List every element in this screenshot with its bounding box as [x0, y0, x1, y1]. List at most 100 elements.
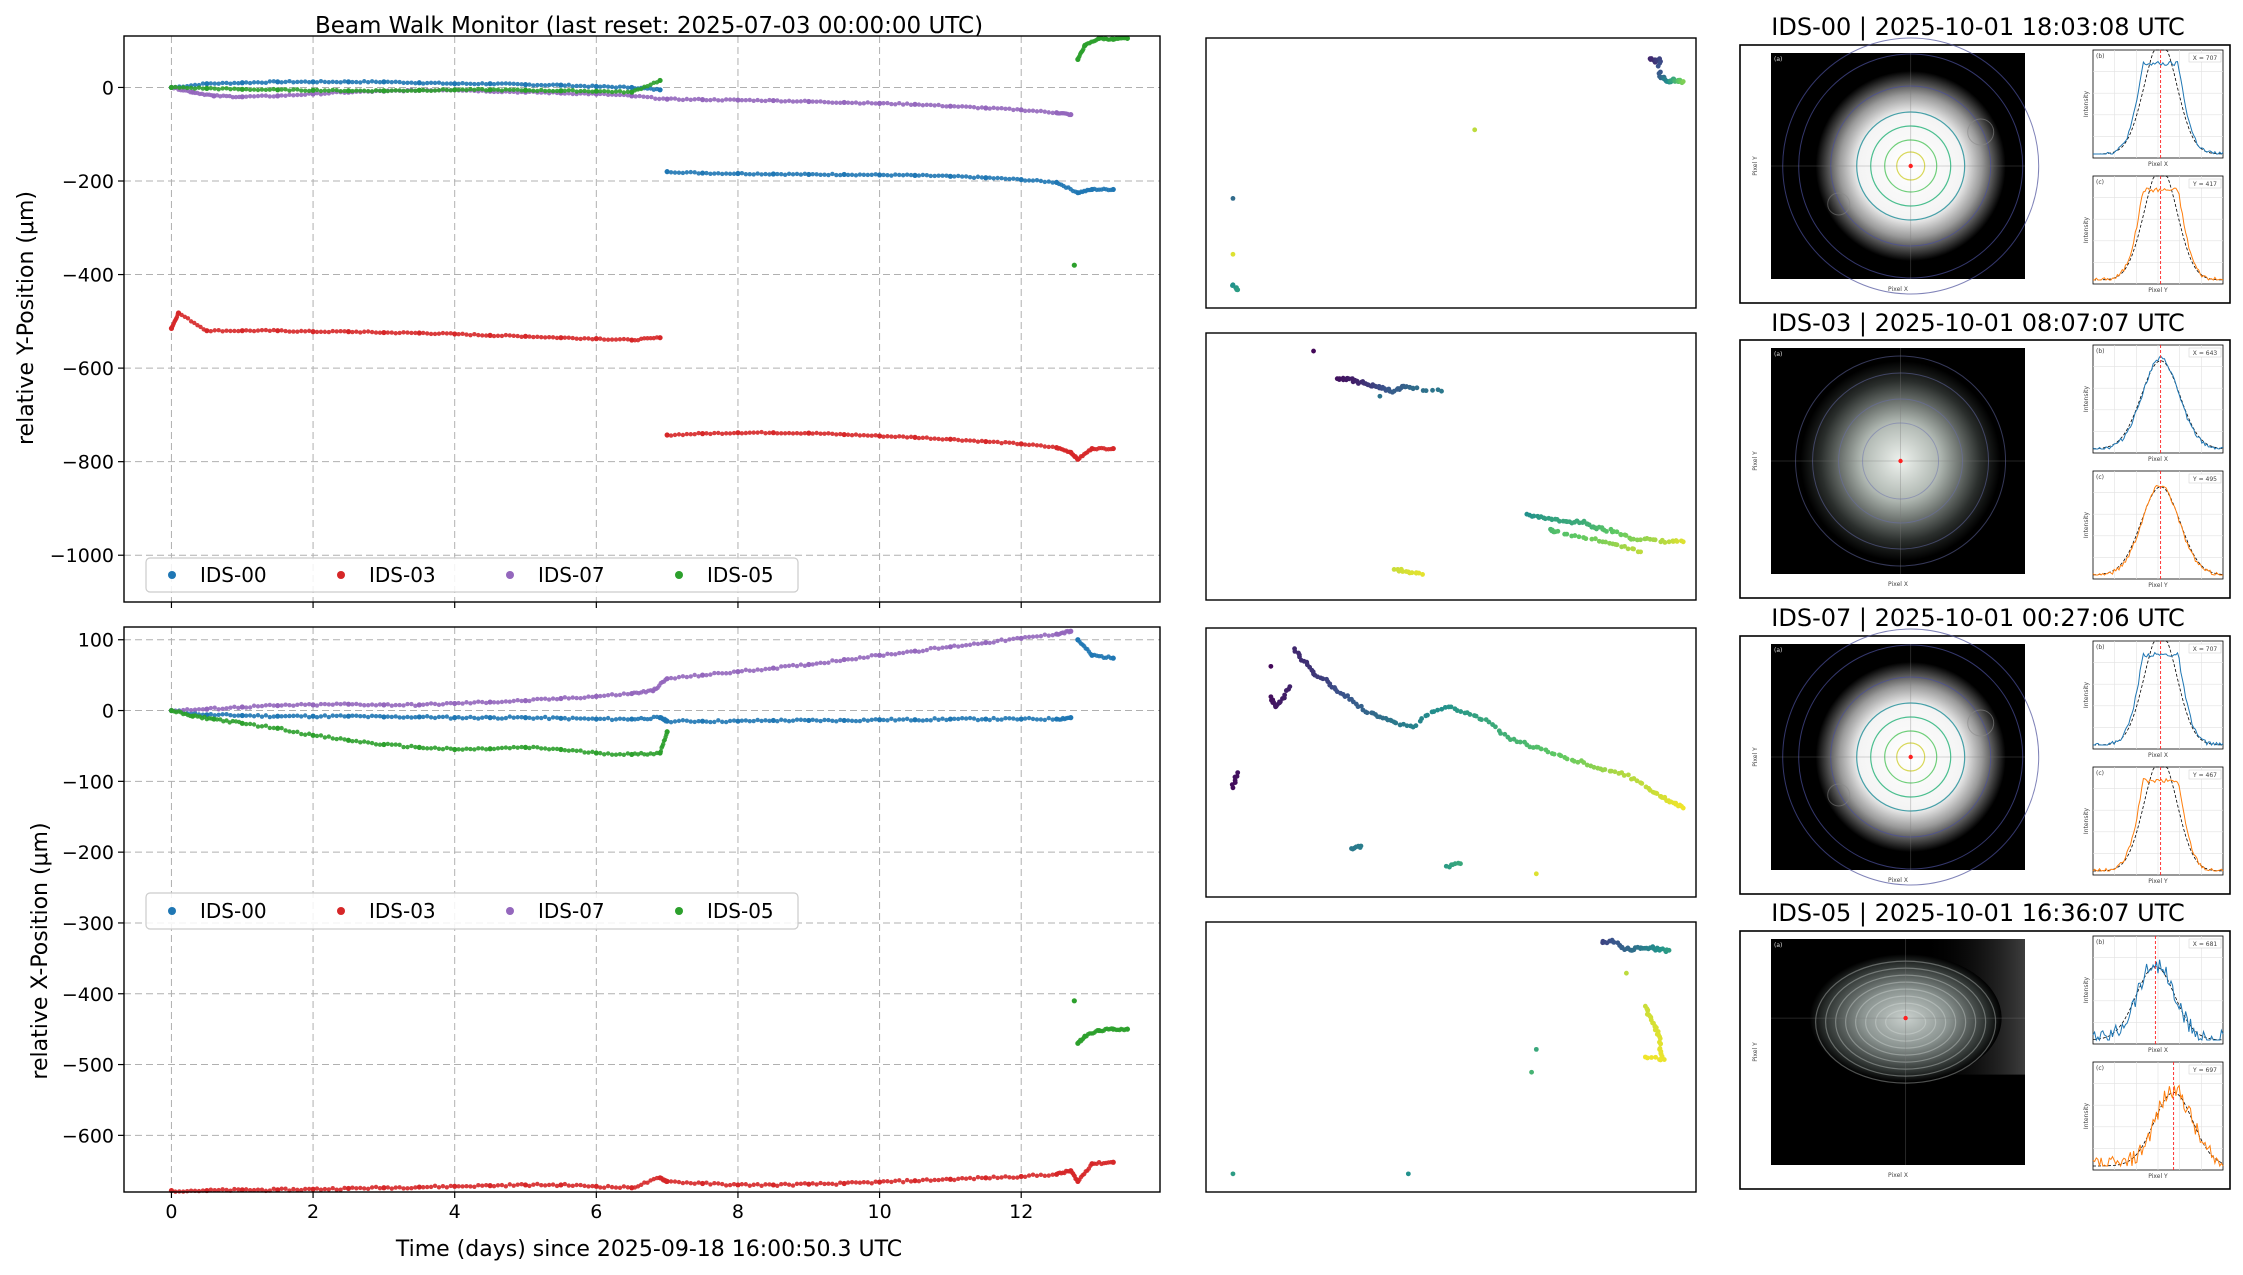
data-point	[936, 646, 941, 651]
data-point	[794, 663, 800, 669]
data-point	[680, 432, 686, 438]
data-point	[688, 1180, 693, 1186]
data-point	[401, 80, 406, 86]
fringe-ring	[1845, 981, 1967, 1063]
data-point	[373, 88, 379, 93]
data-point	[755, 717, 760, 723]
data-point	[208, 712, 213, 717]
data-point	[338, 80, 343, 85]
data-point	[546, 1182, 552, 1188]
data-point	[1050, 110, 1055, 116]
data-point	[727, 431, 733, 436]
data-point	[397, 715, 402, 720]
data-point	[503, 1184, 509, 1189]
data-point	[1042, 444, 1048, 449]
data-point	[727, 670, 733, 676]
data-point	[483, 747, 489, 752]
walk-point	[1666, 947, 1672, 953]
walk-point	[1410, 386, 1416, 392]
data-point	[287, 79, 292, 84]
walk-point	[1589, 536, 1595, 542]
data-point	[967, 715, 973, 721]
walk-point	[1420, 572, 1425, 577]
data-point	[550, 746, 556, 751]
data-point	[515, 333, 520, 339]
walk-point	[1430, 387, 1435, 393]
data-point	[310, 713, 316, 719]
walk-point	[1414, 385, 1420, 391]
data-point	[287, 92, 292, 98]
data-point	[692, 672, 697, 678]
data-point	[389, 1186, 394, 1191]
data-point	[897, 434, 902, 439]
data-point	[601, 693, 607, 699]
data-point	[275, 713, 281, 719]
profile-x-label: Pixel X	[2148, 456, 2168, 463]
data-point	[999, 1175, 1004, 1180]
data-point	[680, 674, 686, 679]
data-point	[291, 729, 296, 735]
walk-point	[1377, 393, 1383, 399]
walk-point	[1645, 1008, 1651, 1014]
data-point	[806, 1181, 812, 1187]
data-point	[897, 101, 902, 106]
data-point	[885, 718, 890, 723]
data-point	[818, 718, 823, 724]
data-point	[680, 1180, 686, 1186]
data-point	[621, 752, 627, 758]
data-point	[287, 329, 292, 334]
data-point	[873, 652, 878, 658]
data-point	[605, 751, 611, 756]
data-point	[306, 731, 312, 736]
data-point	[491, 81, 497, 87]
data-point	[743, 430, 749, 436]
data-point	[507, 699, 512, 704]
data-point	[806, 717, 812, 724]
walk-point	[1472, 127, 1478, 133]
data-point	[515, 87, 520, 92]
data-point	[932, 1177, 937, 1183]
data-point	[527, 334, 532, 339]
data-point	[696, 1180, 701, 1185]
data-point	[637, 93, 642, 99]
data-point	[578, 83, 583, 88]
diffraction-ring	[1827, 192, 1851, 216]
data-point	[944, 173, 949, 178]
data-point	[755, 667, 760, 672]
legend-label: IDS-05	[707, 563, 774, 587]
data-point	[621, 691, 627, 696]
data-point	[987, 106, 992, 111]
data-point	[712, 670, 717, 676]
walk-point	[1423, 388, 1429, 394]
data-point	[306, 328, 312, 334]
data-point	[869, 101, 874, 106]
data-point	[696, 674, 701, 679]
y-tick-label: −400	[62, 265, 114, 287]
data-point	[963, 174, 969, 179]
walk-point	[1564, 531, 1570, 537]
data-point	[814, 718, 819, 723]
contour-ring	[1795, 355, 2007, 567]
data-point	[1071, 998, 1077, 1004]
data-point	[566, 88, 571, 93]
data-point	[385, 702, 391, 707]
data-point	[424, 80, 430, 86]
profile-x-label: Pixel Y	[2148, 287, 2168, 294]
data-point	[303, 702, 308, 708]
data-point	[448, 1183, 453, 1189]
data-point	[716, 718, 721, 723]
data-point	[613, 717, 619, 722]
data-point	[495, 1183, 501, 1188]
data-point	[303, 732, 308, 737]
data-point	[936, 102, 941, 108]
data-point	[389, 703, 394, 708]
data-point	[743, 718, 749, 723]
data-point	[834, 432, 839, 437]
walk-point	[1638, 537, 1643, 543]
data-point	[224, 86, 229, 91]
data-point	[720, 171, 725, 177]
data-point	[208, 705, 213, 711]
data-point	[460, 701, 465, 706]
data-point	[779, 172, 784, 177]
data-point	[267, 328, 272, 334]
